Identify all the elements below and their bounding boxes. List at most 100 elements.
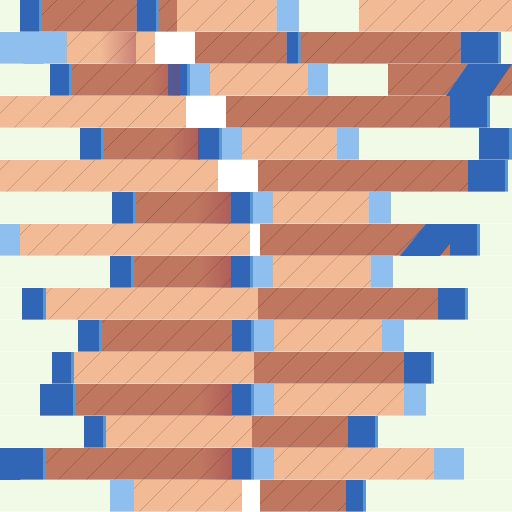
band-11-segment-5 [434, 352, 512, 384]
band-15-segment-0 [0, 480, 110, 512]
band-1-edge-7 [498, 32, 501, 64]
band-4-segment-6 [337, 128, 359, 160]
band-9-segment-5 [468, 288, 512, 320]
band-10-segment-1 [78, 320, 102, 352]
band-1-hatch-6 [301, 32, 461, 64]
band-9-edge-1 [43, 288, 46, 320]
band-1-segment-1 [42, 32, 67, 64]
band-2-edge-1 [69, 64, 72, 96]
band-0-segment-1 [20, 0, 42, 32]
band-9-edge-4 [465, 288, 468, 320]
band-3-hatch-1 [100, 96, 186, 128]
shade-streak-2 [170, 128, 200, 160]
band-4-segment-0 [0, 128, 80, 160]
band-8-hatch-5 [273, 256, 371, 288]
band-8-segment-1 [110, 256, 134, 288]
band-divider-6 [0, 223, 512, 224]
band-13-hatch-3 [252, 416, 348, 448]
band-6-segment-4 [253, 192, 273, 224]
band-2-hatch-5 [210, 64, 308, 96]
band-6-segment-1 [112, 192, 136, 224]
band-divider-4 [0, 159, 512, 160]
shade-streak-3 [195, 192, 231, 224]
shade-streak-1 [150, 64, 180, 96]
band-15-edge-5 [363, 480, 366, 512]
band-2-segment-1 [50, 64, 72, 96]
band-8-segment-6 [371, 256, 393, 288]
band-8-edge-1 [131, 256, 134, 288]
band-4-edge-8 [509, 128, 512, 160]
band-11-segment-4 [404, 352, 434, 384]
band-5-hatch-0 [0, 160, 120, 192]
band-10-segment-3 [232, 320, 254, 352]
band-divider-13 [0, 447, 512, 448]
band-10-edge-3 [251, 320, 254, 352]
band-11-segment-1 [52, 352, 74, 384]
band-0-segment-3 [137, 0, 159, 32]
band-13-hatch-2 [106, 416, 252, 448]
band-1-segment-5 [287, 32, 301, 64]
band-0-hatch-5 [177, 0, 277, 32]
band-1-edge-5 [298, 32, 301, 64]
band-10-hatch-5 [274, 320, 382, 352]
band-divider-1 [0, 63, 512, 64]
band-2-edge-3 [187, 64, 190, 96]
band-2-segment-0 [0, 64, 50, 96]
band-10-segment-7 [404, 320, 512, 352]
band-15-hatch-2 [134, 480, 242, 512]
band-9-segment-4 [438, 288, 468, 320]
band-0-segment-0 [0, 0, 20, 32]
band-8-edge-3 [250, 256, 253, 288]
band-0-hatch-4 [159, 0, 177, 32]
band-4-segment-3 [198, 128, 222, 160]
band-15-segment-1 [110, 480, 134, 512]
band-7-segment-5 [480, 224, 512, 256]
band-14-segment-4 [254, 448, 274, 480]
shade-streak-5 [200, 384, 232, 416]
band-5-hatch-3 [258, 160, 468, 192]
band-8-segment-4 [253, 256, 273, 288]
band-divider-14 [0, 479, 512, 480]
band-10-segment-6 [382, 320, 404, 352]
diagonal-accent-3 [0, 448, 40, 480]
band-5-segment-2 [218, 160, 258, 192]
band-14-edge-1 [43, 448, 46, 480]
band-7-edge-4 [477, 224, 480, 256]
band-11-edge-4 [431, 352, 434, 384]
band-13-segment-4 [348, 416, 378, 448]
shade-streak-6 [200, 448, 232, 480]
band-2-segment-6 [308, 64, 328, 96]
diagonal-accent-2 [400, 224, 466, 256]
band-13-segment-5 [378, 416, 512, 448]
diagonal-accent-0 [0, 32, 44, 64]
band-9-segment-1 [22, 288, 46, 320]
band-7-segment-0 [0, 224, 20, 256]
band-0-hatch-2 [42, 0, 137, 32]
band-14-segment-3 [232, 448, 254, 480]
band-3-hatch-3 [226, 96, 450, 128]
band-12-segment-4 [254, 384, 274, 416]
band-4-hatch-5 [242, 128, 337, 160]
band-11-segment-0 [0, 352, 52, 384]
band-6-segment-0 [0, 192, 112, 224]
band-9-hatch-3 [258, 288, 438, 320]
band-9-segment-0 [0, 288, 22, 320]
band-10-segment-4 [254, 320, 274, 352]
band-14-segment-7 [464, 448, 512, 480]
band-1-segment-3 [155, 32, 195, 64]
band-divider-5 [0, 191, 512, 192]
band-12-segment-0 [0, 384, 40, 416]
band-divider-12 [0, 415, 512, 416]
band-0-segment-6 [277, 0, 299, 32]
band-4-segment-4 [222, 128, 242, 160]
band-divider-9 [0, 319, 512, 320]
band-8-segment-7 [393, 256, 512, 288]
band-4-segment-1 [80, 128, 104, 160]
band-13-edge-4 [375, 416, 378, 448]
band-11-edge-1 [71, 352, 74, 384]
band-0-edge-3 [156, 0, 159, 32]
band-7-segment-2 [250, 224, 260, 256]
